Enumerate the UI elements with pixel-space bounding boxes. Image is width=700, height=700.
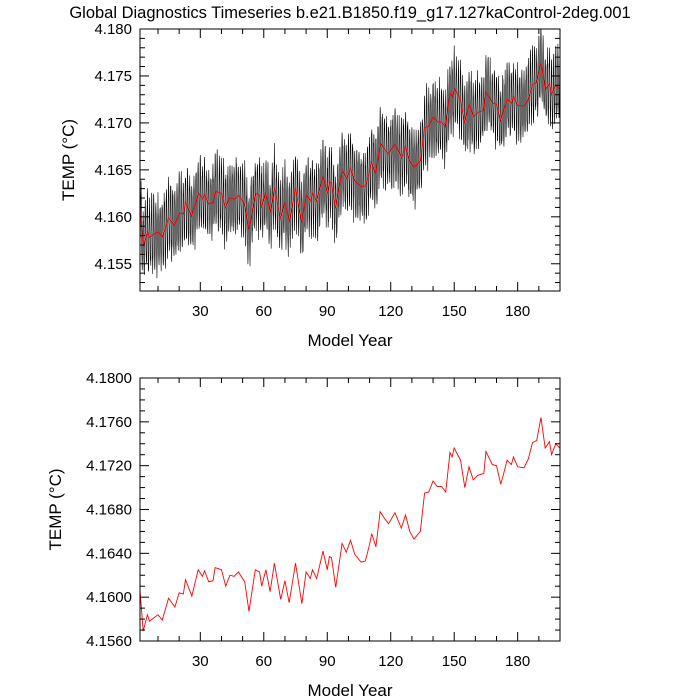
x-tick-label: 60 [255,303,272,320]
y-tick-label: 4.180 [94,21,132,38]
y-tick-label: 4.175 [94,68,132,85]
plot-frame [139,377,561,642]
x-tick-label: 90 [319,303,336,320]
plot-area [140,29,560,279]
x-tick-label: 30 [192,653,209,670]
y-tick-label: 4.170 [94,115,132,132]
y-tick-label: 4.1600 [86,589,132,606]
x-tick-label: 60 [255,653,272,670]
y-axis-label: TEMP (°C) [46,468,65,550]
y-tick-label: 4.160 [94,209,132,226]
x-tick-label: 90 [319,653,336,670]
y-axis-label: TEMP (°C) [59,119,78,201]
x-tick-label: 150 [442,653,467,670]
x-tick-label: 30 [192,303,209,320]
x-axis-label: Model Year [307,331,392,350]
annual-series-line [140,417,560,632]
x-axis-label: Model Year [307,681,392,700]
x-tick-label: 150 [442,303,467,320]
y-tick-label: 4.1800 [86,370,132,387]
bottom-panel: 30 60 90 120 150 180 4.1560 4.1600 4.1640 4.1680 4… [46,370,561,700]
plot-area [140,417,560,632]
y-tick-label: 4.1640 [86,545,132,562]
x-tick-label: 120 [378,653,403,670]
y-tick-label: 4.155 [94,256,132,273]
x-tick-label: 180 [505,303,530,320]
x-tick-label: 180 [505,653,530,670]
annual-series-line [140,62,560,247]
monthly-series-line [140,29,560,279]
y-tick-label: 4.1760 [86,414,132,431]
chart-title: Global Diagnostics Timeseries b.e21.B185… [69,4,630,22]
y-tick-label: 4.1560 [86,633,132,650]
y-tick-label: 4.165 [94,162,132,179]
top-panel: 30 60 90 120 150 180 4.155 4.160 4.165 4.170 4.175… [59,21,561,350]
y-tick-label: 4.1680 [86,502,132,519]
x-tick-label: 120 [378,303,403,320]
y-tick-label: 4.1720 [86,458,132,475]
